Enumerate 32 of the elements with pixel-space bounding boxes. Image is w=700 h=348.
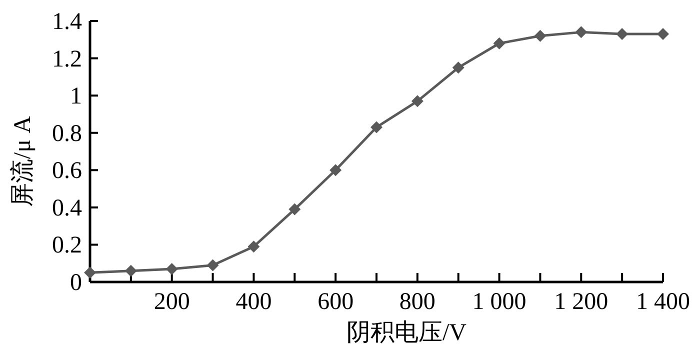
- x-axis-title: 阴积电压/V: [346, 320, 468, 346]
- point: [534, 30, 546, 42]
- point: [411, 95, 424, 108]
- point: [657, 28, 669, 40]
- x-tick-label: 1 000: [472, 289, 526, 315]
- point: [206, 259, 219, 272]
- y-tick-label: 1.2: [52, 46, 82, 72]
- y-tick-label: 0.6: [52, 158, 82, 184]
- point: [124, 264, 137, 277]
- y-tick-label: 0.2: [52, 232, 82, 259]
- x-tick-label: 800: [399, 289, 436, 315]
- point: [330, 164, 342, 176]
- y-axis-title: 屏流/μ A: [9, 115, 36, 207]
- x-tick-label: 1 400: [636, 289, 690, 315]
- y-tick-label: 1: [70, 84, 82, 110]
- point: [166, 262, 178, 275]
- point: [84, 266, 96, 279]
- point: [288, 203, 301, 216]
- point: [370, 121, 382, 134]
- point: [575, 26, 588, 38]
- point: [493, 37, 506, 50]
- x-tick-label: 400: [236, 289, 272, 315]
- x-tick-label: 600: [318, 289, 354, 315]
- y-tick-label: 0.4: [52, 195, 82, 222]
- x-tick-label: 1 200: [554, 289, 608, 315]
- point: [248, 240, 260, 253]
- point: [452, 62, 464, 74]
- point: [616, 28, 628, 40]
- y-tick-label: 0.8: [52, 120, 82, 147]
- x-tick-label: 200: [154, 289, 190, 315]
- y-tick-label: 0: [70, 270, 82, 296]
- y-tick-label: 1.4: [52, 9, 82, 35]
